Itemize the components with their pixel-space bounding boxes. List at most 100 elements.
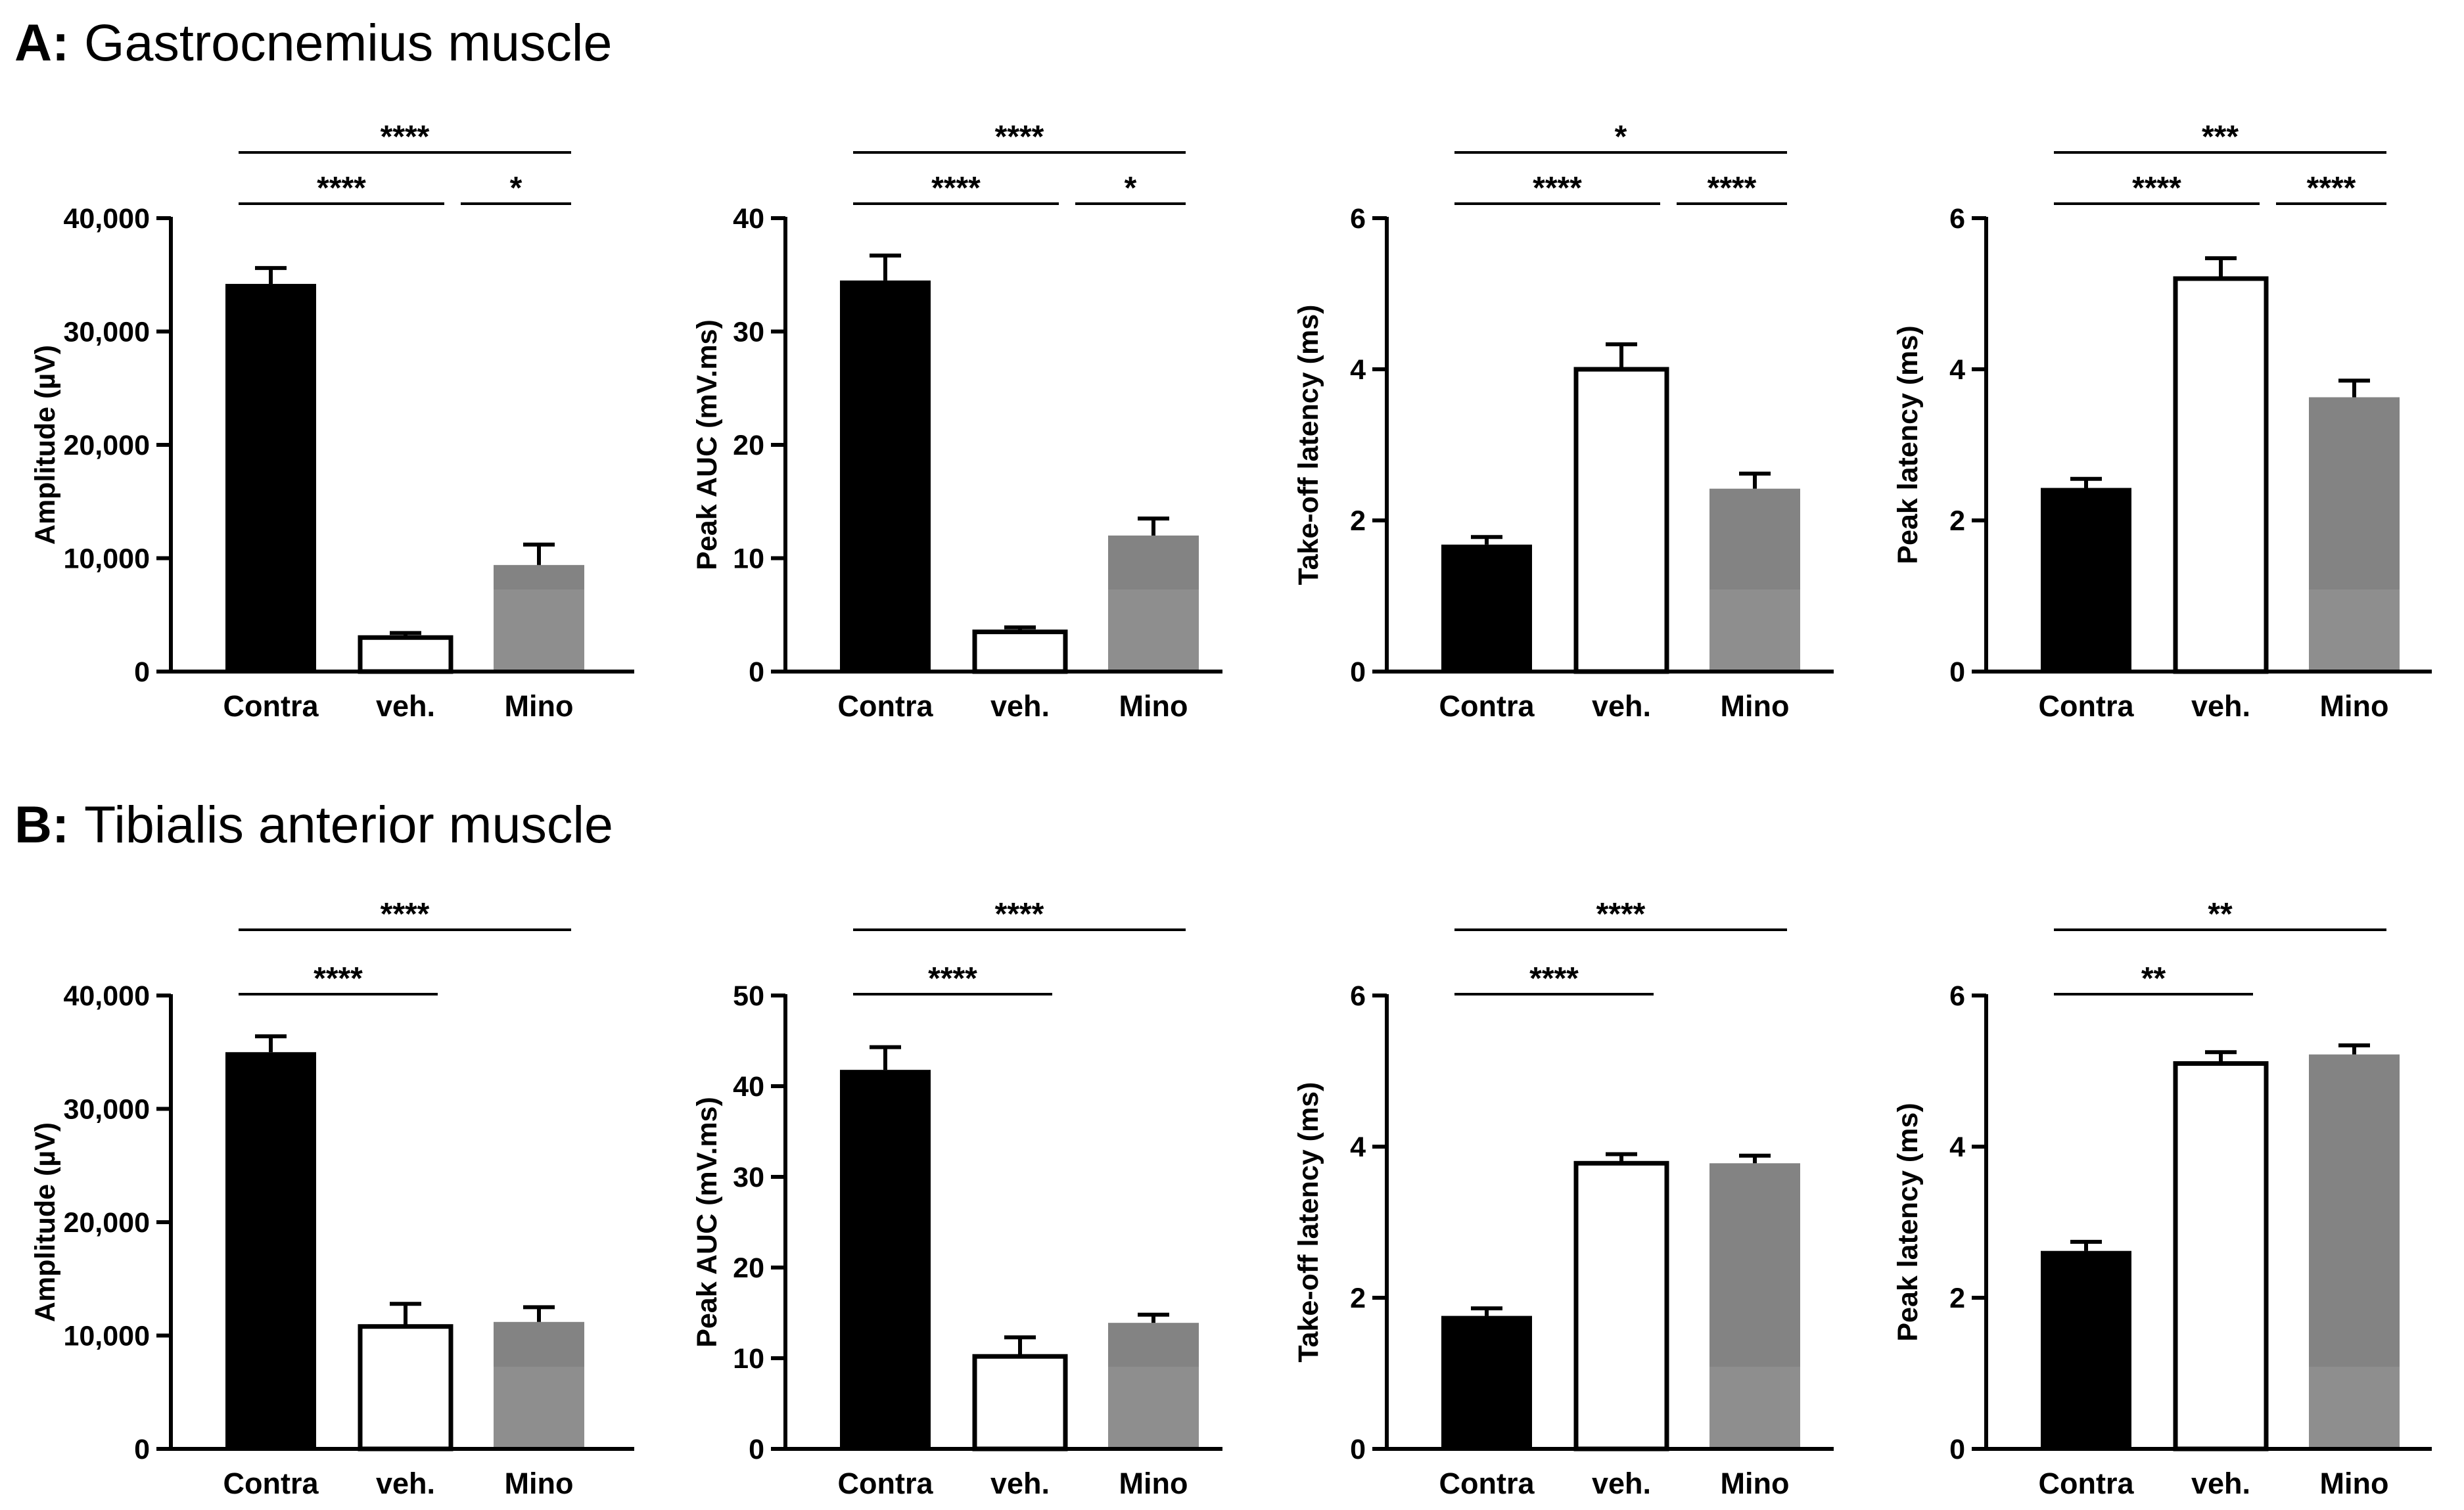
y-tick-label: 2 (1350, 505, 1366, 537)
y-axis-label: Peak latency (ms) (1892, 1103, 1924, 1341)
significance-label: **** (2307, 171, 2356, 206)
y-tick-label: 6 (1350, 203, 1366, 235)
x-tick-label: veh. (376, 1467, 435, 1500)
y-tick-label: 40 (733, 203, 764, 235)
bar-veh (358, 1324, 453, 1452)
y-tick-label: 0 (1350, 1434, 1366, 1465)
significance-label: **** (381, 897, 430, 932)
x-tick-label: Mino (2320, 1467, 2389, 1500)
bar-Contra (1441, 544, 1532, 672)
significance-label: * (1125, 171, 1137, 206)
significance-label: ** (2208, 897, 2233, 932)
x-tick-label: Contra (223, 1467, 319, 1500)
chart-b-4: Contra veh. Mino 0 2 4 6 Peak latency (ms) ** ** (1892, 897, 2432, 1500)
x-tick-label: veh. (1592, 689, 1651, 723)
y-tick-label: 6 (1949, 980, 1965, 1012)
y-tick-label: 6 (1350, 980, 1366, 1012)
y-axis-label: Peak AUC (mV.ms) (691, 1097, 723, 1348)
significance-label: **** (928, 961, 977, 996)
significance-label: ** (2141, 961, 2166, 996)
x-tick-label: Mino (505, 689, 574, 723)
y-tick-label: 10 (733, 1343, 764, 1375)
x-tick-label: Mino (2320, 689, 2389, 723)
significance-label: **** (995, 120, 1044, 154)
y-tick-label: 50 (733, 980, 764, 1012)
chart-a-1: Contra veh. Mino 0 10,000 20,000 30,000 40,000 A… (30, 120, 634, 723)
y-tick-label: 10 (733, 543, 764, 575)
x-tick-label: veh. (376, 689, 435, 723)
significance-label: * (1615, 120, 1627, 154)
significance-label: * (510, 171, 523, 206)
section-a-heading: A: Gastrocnemius muscle (14, 13, 612, 72)
y-tick-label: 30,000 (63, 1094, 150, 1126)
bar-Mino-lower-band (2309, 1367, 2400, 1449)
y-tick-label: 10,000 (63, 1321, 150, 1352)
y-tick-label: 20 (733, 430, 764, 461)
y-tick-label: 0 (1949, 656, 1965, 688)
significance-label: **** (1596, 897, 1646, 932)
y-tick-label: 0 (1350, 656, 1366, 688)
y-tick-label: 4 (1350, 354, 1366, 386)
y-tick-label: 4 (1350, 1132, 1366, 1163)
x-tick-label: Contra (2039, 689, 2135, 723)
significance-label: **** (995, 897, 1044, 932)
x-tick-label: veh. (990, 689, 1050, 723)
significance-label: *** (2202, 120, 2239, 154)
x-tick-label: Contra (223, 689, 319, 723)
x-tick-label: Contra (838, 689, 934, 723)
y-tick-label: 2 (1949, 505, 1965, 537)
bar-Mino-lower-band (1709, 589, 1800, 672)
charts-group: Contra veh. Mino 0 10,000 20,000 30,000 40,000 A… (30, 120, 2432, 1500)
significance-label: **** (314, 961, 363, 996)
chart-a-3: Contra veh. Mino 0 2 4 6 Take-off latency (ms) *… (1293, 120, 1834, 723)
x-tick-label: Contra (1439, 689, 1535, 723)
bar-Contra (2041, 488, 2131, 672)
bar-Contra (225, 284, 316, 672)
y-tick-label: 6 (1949, 203, 1965, 235)
bar-Contra (840, 1070, 931, 1449)
x-tick-label: Mino (1721, 689, 1790, 723)
significance-label: **** (1529, 961, 1579, 996)
y-axis-label: Amplitude (µV) (30, 1122, 61, 1322)
bar-Contra (225, 1052, 316, 1449)
chart-a-2: Contra veh. Mino 0 10 20 30 40 Peak AUC (mV.ms) *… (691, 120, 1222, 723)
x-tick-label: Mino (505, 1467, 574, 1500)
y-tick-label: 20 (733, 1252, 764, 1284)
x-tick-label: Contra (2039, 1467, 2135, 1500)
section-a-title: Gastrocnemius muscle (84, 13, 612, 72)
bar-Contra (1441, 1316, 1532, 1449)
x-tick-label: Mino (1119, 689, 1188, 723)
bar-Contra (840, 280, 931, 672)
significance-label: **** (317, 171, 366, 206)
y-tick-label: 2 (1949, 1283, 1965, 1314)
x-tick-label: veh. (2191, 1467, 2250, 1500)
bar-Mino-lower-band (494, 589, 584, 672)
bar-veh (1573, 367, 1669, 674)
x-tick-label: veh. (990, 1467, 1050, 1500)
bar-veh (972, 1354, 1068, 1452)
significance-label: **** (381, 120, 430, 154)
x-tick-label: veh. (2191, 689, 2250, 723)
bar-veh (2173, 276, 2269, 674)
bar-Mino-lower-band (2309, 589, 2400, 672)
y-axis-label: Take-off latency (ms) (1293, 1082, 1324, 1363)
bar-Mino-lower-band (1709, 1367, 1800, 1449)
x-tick-label: Contra (838, 1467, 934, 1500)
bar-Mino-lower-band (1108, 1367, 1199, 1449)
x-tick-label: Mino (1119, 1467, 1188, 1500)
y-tick-label: 40 (733, 1071, 764, 1103)
y-tick-label: 40,000 (63, 203, 150, 235)
bar-veh (972, 629, 1068, 674)
significance-label: **** (1533, 171, 1582, 206)
x-tick-label: veh. (1592, 1467, 1651, 1500)
y-tick-label: 10,000 (63, 543, 150, 575)
section-a-letter: A: (14, 13, 69, 72)
y-tick-label: 30,000 (63, 317, 150, 348)
bar-veh (1573, 1160, 1669, 1452)
section-b-letter: B: (14, 795, 69, 854)
significance-label: **** (931, 171, 981, 206)
y-axis-label: Peak AUC (mV.ms) (691, 319, 723, 570)
y-tick-label: 30 (733, 1162, 764, 1193)
y-tick-label: 0 (134, 1434, 150, 1465)
